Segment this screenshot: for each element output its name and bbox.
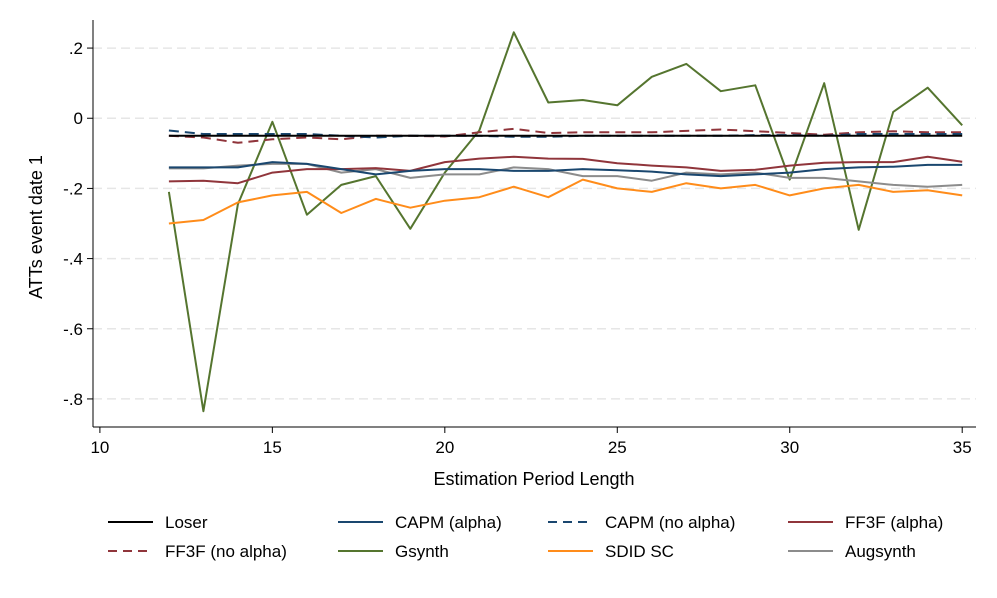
y-tick-label: -.8 [63,390,83,409]
legend-item: SDID SC [548,542,674,561]
legend-label: SDID SC [605,542,674,561]
series-line-ff3f-no-alpha [168,127,963,144]
legend: Loser CAPM (alpha) CAPM (no alpha) FF3F (al… [108,513,943,561]
gridlines [93,47,976,400]
legend-label: FF3F (alpha) [845,513,943,532]
y-tick-label: .2 [69,39,83,58]
x-tick-label: 35 [953,438,972,457]
legend-item: CAPM (no alpha) [548,513,735,532]
legend-label: Augsynth [845,542,916,561]
legend-item: CAPM (alpha) [338,513,502,532]
legend-label: Loser [165,513,208,532]
legend-label: FF3F (no alpha) [165,542,287,561]
legend-label: CAPM (alpha) [395,513,502,532]
x-tick-label: 30 [780,438,799,457]
legend-item: Loser [108,513,208,532]
legend-item: FF3F (no alpha) [108,542,287,561]
y-tick-label: -.4 [63,250,83,269]
y-tick-label: -.2 [63,179,83,198]
x-tick-label: 25 [608,438,627,457]
y-tick-label: 0 [74,109,83,128]
x-axis-title: Estimation Period Length [433,469,634,489]
axes [92,20,976,428]
legend-label: Gsynth [395,542,449,561]
y-axis-title: ATTs event date 1 [26,155,46,299]
y-ticks: .2 0 -.2 -.4 -.6 -.8 [63,39,93,409]
legend-item: Augsynth [788,542,916,561]
x-ticks: 10 15 20 25 30 35 [90,427,972,457]
legend-item: Gsynth [338,542,449,561]
series-line-gsynth [167,31,963,413]
series-line-ff3f-alpha [168,155,963,185]
x-tick-label: 10 [90,438,109,457]
series-line-capm-alpha [168,161,963,178]
y-tick-label: -.6 [63,320,83,339]
x-tick-label: 15 [263,438,282,457]
legend-item: FF3F (alpha) [788,513,943,532]
series-line-sdid-sc [168,178,963,225]
legend-label: CAPM (no alpha) [605,513,735,532]
series-lines [167,31,963,413]
x-tick-label: 20 [435,438,454,457]
